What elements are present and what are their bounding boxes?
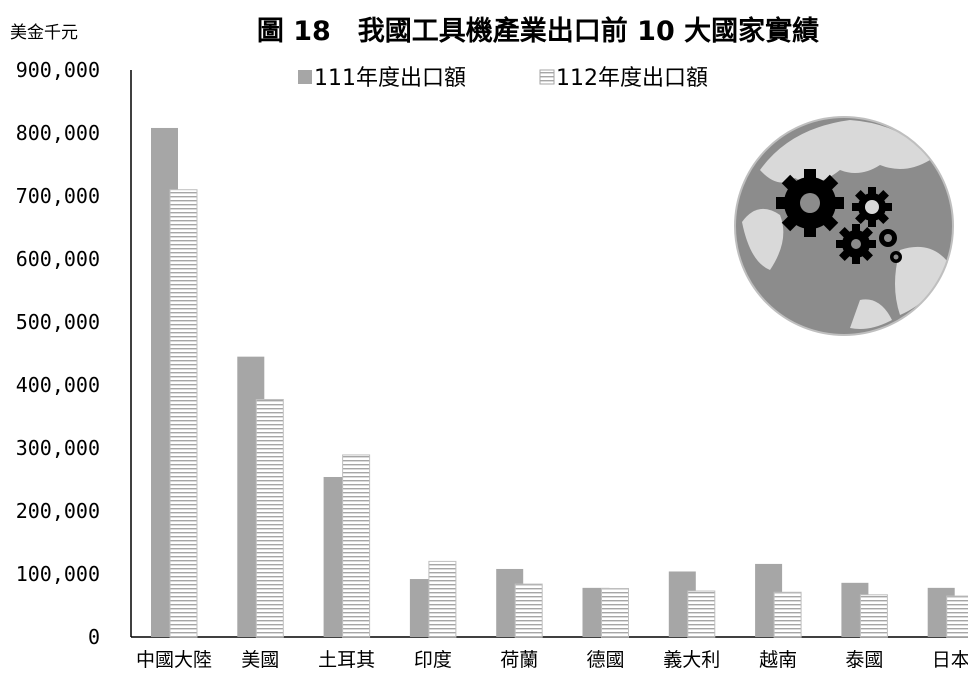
x-tick-label: 荷蘭 [500,649,538,671]
y-tick-label: 200,000 [16,499,100,523]
bars [151,127,968,638]
x-tick-labels: 中國大陸 美國 土耳其 印度 荷蘭 德國 義大利 越南 泰國 日本 [136,649,968,671]
x-tick-label: 德國 [586,649,624,671]
x-tick-label: 美國 [241,649,279,671]
y-tick-label: 900,000 [16,58,100,82]
bar-112 [169,189,198,638]
bar-112 [342,454,371,638]
y-unit-label: 美金千元 [10,23,78,43]
bar-112 [514,583,543,638]
x-tick-label: 日本 [932,649,968,671]
x-tick-label: 義大利 [663,649,720,671]
y-tick-label: 600,000 [16,247,100,271]
legend-label-111: 111年度出口額 [314,66,466,91]
bar-112 [601,587,629,638]
globe-with-gears-icon [734,116,954,336]
x-tick-label: 泰國 [845,649,883,671]
legend-swatch-112 [539,69,555,85]
bar-112 [428,560,457,638]
y-tick-label: 500,000 [16,310,100,334]
bar-112 [773,591,802,638]
legend-label-112: 112年度出口額 [556,66,708,91]
y-tick-label: 700,000 [16,184,100,208]
bar-112 [687,590,716,638]
legend-swatch-111 [298,70,312,84]
legend: 111年度出口額 112年度出口額 [298,66,708,91]
bar-112 [859,594,888,638]
x-tick-label: 越南 [759,649,797,671]
y-tick-label: 400,000 [16,373,100,397]
bar-112 [946,595,968,638]
x-tick-label: 中國大陸 [136,649,212,671]
y-tick-label: 800,000 [16,121,100,145]
bar-112 [255,398,284,638]
chart-title: 圖 18 我國工具機產業出口前 10 大國家實績 [257,15,819,47]
y-tick-labels: 0 100,000 200,000 300,000 400,000 500,000 600,… [16,58,100,649]
x-tick-label: 土耳其 [318,649,375,671]
x-tick-label: 印度 [414,649,452,671]
y-tick-label: 0 [88,625,100,649]
y-tick-label: 100,000 [16,562,100,586]
y-tick-label: 300,000 [16,436,100,460]
